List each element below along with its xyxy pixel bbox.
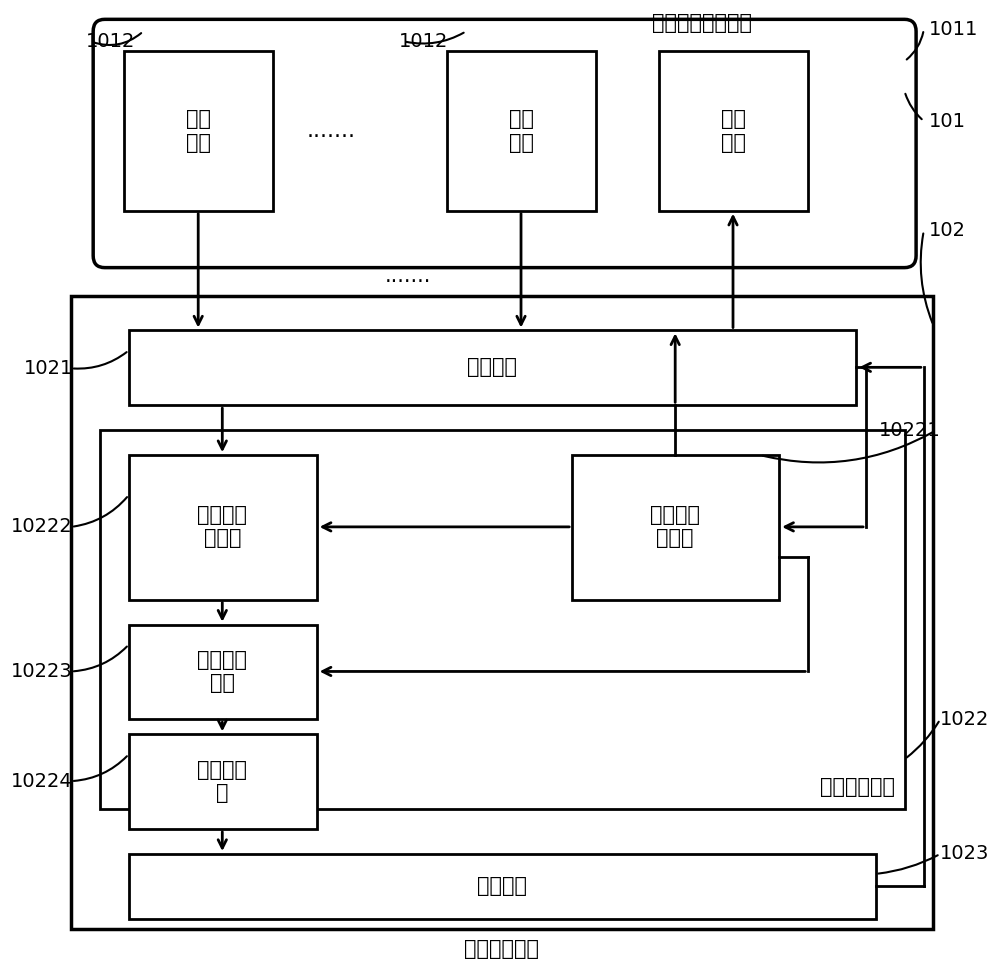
- Text: 101: 101: [929, 111, 966, 131]
- Text: 控制单元: 控制单元: [477, 876, 527, 895]
- Text: 超声信号
解调器: 超声信号 解调器: [197, 505, 247, 549]
- Bar: [572, 455, 779, 599]
- Bar: [129, 735, 317, 829]
- Bar: [447, 51, 596, 211]
- Text: 10221: 10221: [878, 421, 940, 439]
- Text: 三路以上监测探头: 三路以上监测探头: [652, 14, 752, 33]
- Bar: [129, 330, 856, 406]
- Text: 1022: 1022: [940, 710, 990, 729]
- Text: 开关单元: 开关单元: [467, 357, 517, 378]
- Text: 1012: 1012: [399, 32, 448, 50]
- Bar: [71, 295, 933, 928]
- Text: 信号处理组件: 信号处理组件: [464, 939, 539, 958]
- Text: 10223: 10223: [11, 662, 73, 681]
- Bar: [129, 854, 876, 919]
- Text: .......: .......: [385, 265, 431, 286]
- Text: 信号处理单元: 信号处理单元: [820, 777, 895, 797]
- Bar: [659, 51, 808, 211]
- Text: 超声信号
发生器: 超声信号 发生器: [650, 505, 700, 549]
- Text: 接收
探头: 接收 探头: [186, 109, 211, 153]
- Bar: [124, 51, 273, 211]
- Text: 1012: 1012: [85, 32, 135, 50]
- Text: 102: 102: [929, 222, 966, 240]
- Text: 模数转换
前端: 模数转换 前端: [197, 650, 247, 693]
- FancyBboxPatch shape: [93, 19, 916, 267]
- Text: 10224: 10224: [11, 771, 73, 791]
- Text: 1023: 1023: [940, 844, 990, 863]
- Text: 接收
探头: 接收 探头: [509, 109, 534, 153]
- Text: 10222: 10222: [11, 517, 73, 536]
- Bar: [129, 455, 317, 599]
- Text: 1021: 1021: [24, 359, 73, 378]
- Text: 模数转换
器: 模数转换 器: [197, 760, 247, 802]
- Text: .......: .......: [307, 121, 356, 141]
- Text: 1011: 1011: [929, 19, 978, 39]
- Bar: [129, 624, 317, 719]
- Text: 发射
探头: 发射 探头: [721, 109, 746, 153]
- Bar: [100, 430, 905, 809]
